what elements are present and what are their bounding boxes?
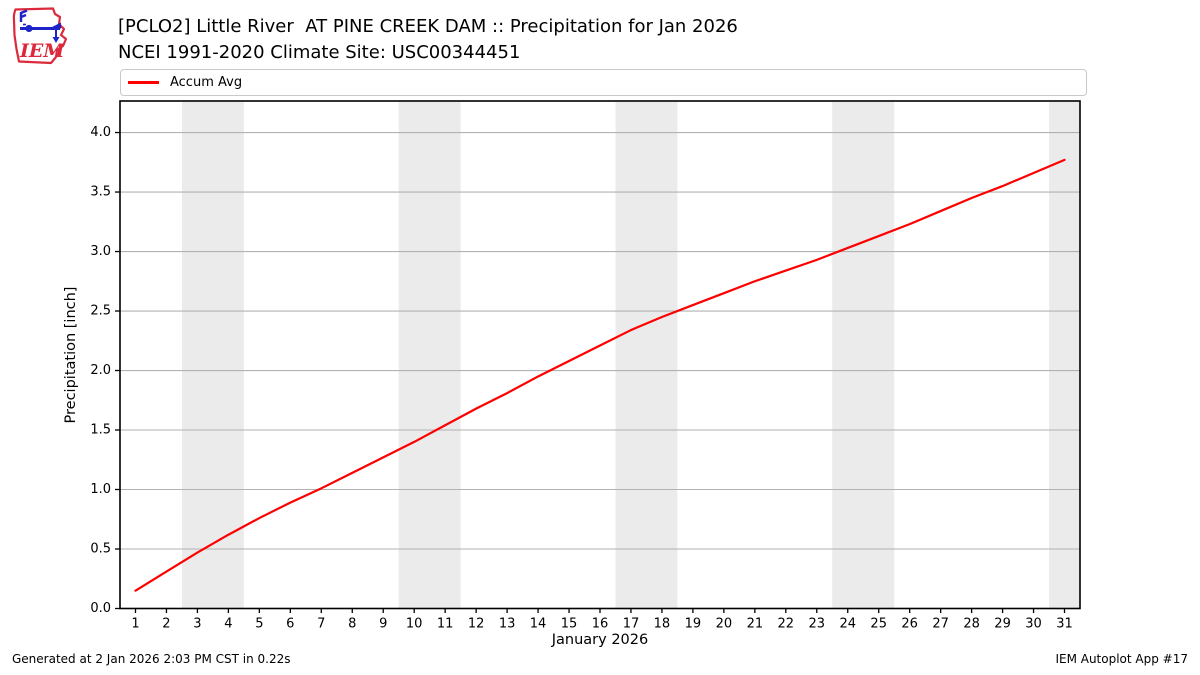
x-tick-label: 10	[406, 616, 423, 631]
chart-title-line2: NCEI 1991-2020 Climate Site: USC00344451	[118, 42, 521, 63]
x-tick-label: 27	[932, 616, 949, 631]
weekend-band	[615, 101, 678, 609]
legend: Accum Avg	[120, 69, 1087, 96]
x-tick-label: 2	[162, 616, 170, 631]
weekend-band	[1049, 101, 1080, 609]
y-tick-label: 1.0	[90, 482, 111, 497]
weekend-band	[181, 101, 244, 609]
iowa-outline-icon	[12, 7, 68, 65]
x-tick-label: 21	[747, 616, 764, 631]
plot-border	[119, 100, 1081, 610]
iem-logo: IEM	[12, 7, 68, 65]
x-tick-label: 7	[317, 616, 325, 631]
weekend-band	[832, 101, 895, 609]
x-tick-label: 17	[623, 616, 640, 631]
x-tick-label: 26	[901, 616, 918, 631]
x-tick-label: 12	[468, 616, 485, 631]
x-tick-label: 16	[592, 616, 609, 631]
x-tick-label: 31	[1056, 616, 1073, 631]
x-tick-label: 23	[809, 616, 826, 631]
x-tick-label: 28	[963, 616, 980, 631]
x-tick-label: 6	[286, 616, 294, 631]
x-tick-label: 19	[685, 616, 702, 631]
accum-avg-line	[134, 158, 1066, 592]
x-tick-label: 29	[994, 616, 1011, 631]
x-axis-label: January 2026	[551, 632, 649, 648]
x-tick-label: 22	[778, 616, 795, 631]
iem-logo-text: IEM	[19, 40, 65, 62]
x-tick-label: 1	[131, 616, 139, 631]
x-tick-label: 20	[716, 616, 733, 631]
legend-line-swatch	[128, 81, 159, 84]
x-tick-label: 14	[530, 616, 547, 631]
chart-title-line1: [PCLO2] Little River AT PINE CREEK DAM :…	[118, 16, 738, 37]
x-tick-label: 9	[379, 616, 387, 631]
y-axis-label: Precipitation [inch]	[63, 286, 79, 424]
x-tick-label: 24	[839, 616, 856, 631]
x-tick-label: 3	[193, 616, 201, 631]
x-tick-label: 18	[654, 616, 671, 631]
x-tick-label: 30	[1025, 616, 1042, 631]
legend-label: Accum Avg	[170, 75, 243, 90]
footer-generated-text: Generated at 2 Jan 2026 2:03 PM CST in 0…	[12, 652, 291, 666]
x-tick-label: 5	[255, 616, 263, 631]
weather-vane-icon	[19, 9, 61, 43]
footer-app-text: IEM Autoplot App #17	[1055, 652, 1188, 666]
x-tick-label: 11	[437, 616, 454, 631]
x-tick-label: 4	[224, 616, 232, 631]
y-tick-label: 3.5	[90, 185, 111, 200]
y-tick-label: 1.5	[90, 423, 111, 438]
y-tick-label: 2.0	[90, 363, 111, 378]
y-tick-label: 4.0	[90, 125, 111, 140]
y-tick-label: 0.0	[90, 601, 111, 616]
weekend-band	[398, 101, 461, 609]
x-tick-label: 25	[870, 616, 887, 631]
x-tick-label: 8	[348, 616, 356, 631]
y-tick-label: 2.5	[90, 304, 111, 319]
x-tick-label: 15	[561, 616, 578, 631]
x-tick-label: 13	[499, 616, 516, 631]
y-tick-label: 0.5	[90, 542, 111, 557]
chart-title-block: [PCLO2] Little River AT PINE CREEK DAM :…	[118, 14, 738, 66]
y-tick-label: 3.0	[90, 244, 111, 259]
